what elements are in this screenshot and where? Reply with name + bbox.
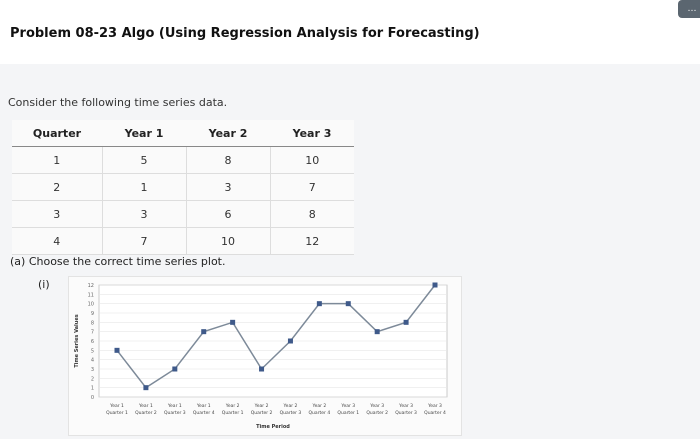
data-point — [345, 301, 351, 307]
x-tick-label-quarter: Quarter 4 — [424, 410, 446, 416]
y-tick-label: 12 — [88, 283, 94, 289]
intro-text: Consider the following time series data. — [8, 96, 228, 109]
data-point — [432, 282, 438, 288]
cell: 3 — [12, 200, 102, 228]
y-tick-label: 7 — [91, 330, 94, 336]
cell: 10 — [269, 146, 354, 174]
chart-option-i[interactable]: 0 1 2 3 4 5 6 7 8 9 10 11 12 Time Series Values Year 1… — [68, 276, 462, 436]
y-tick-label: 3 — [91, 367, 94, 373]
cell: 10 — [185, 227, 270, 255]
y-tick-label: 8 — [91, 320, 94, 326]
x-tick-label-quarter: Quarter 4 — [309, 410, 331, 416]
x-tick-label-year: Year 3 — [369, 403, 384, 409]
y-tick-label: 0 — [91, 395, 94, 401]
cell: 12 — [269, 227, 354, 255]
x-tick-label-quarter: Quarter 3 — [395, 410, 417, 416]
x-tick-label-year: Year 1 — [167, 403, 182, 409]
data-point — [201, 329, 207, 335]
cell: 8 — [185, 146, 270, 174]
cell: 7 — [269, 173, 354, 201]
x-tick-label-year: Year 2 — [283, 403, 298, 409]
x-tick-label-quarter: Quarter 1 — [337, 410, 359, 416]
y-tick-label: 5 — [91, 348, 94, 354]
y-tick-label: 1 — [91, 386, 94, 392]
cell: 8 — [269, 200, 354, 228]
cell: 2 — [12, 173, 102, 201]
header-year-2: Year 2 — [186, 120, 270, 147]
table-row: 4 7 10 12 — [12, 227, 354, 255]
series-line — [116, 284, 436, 389]
x-tick-label-quarter: Quarter 1 — [222, 410, 244, 416]
header-quarter: Quarter — [12, 120, 102, 147]
x-tick-label-quarter: Quarter 2 — [366, 410, 388, 416]
data-point — [143, 385, 149, 391]
cell: 5 — [101, 146, 186, 174]
cell: 1 — [101, 173, 186, 201]
question-part-a: (a) Choose the correct time series plot. — [10, 255, 226, 268]
x-tick-label-year: Year 3 — [340, 403, 355, 409]
x-tick-label-quarter: Quarter 2 — [135, 410, 157, 416]
x-axis-label: Time Period — [256, 424, 290, 430]
cell: 6 — [185, 200, 270, 228]
y-tick-label: 9 — [91, 311, 94, 317]
cell: 3 — [101, 200, 186, 228]
y-tick-label: 10 — [88, 302, 94, 308]
data-point — [230, 319, 236, 325]
data-point — [114, 347, 120, 353]
x-tick-label-quarter: Quarter 2 — [251, 410, 273, 416]
option-label-i[interactable]: (i) — [38, 278, 50, 291]
table-row: 1 5 8 10 — [12, 146, 354, 174]
x-tick-label-year: Year 3 — [398, 403, 413, 409]
time-series-table: Quarter Year 1 Year 2 Year 3 1 5 8 10 2 … — [12, 120, 354, 255]
table-row: 3 3 6 8 — [12, 200, 354, 228]
table-header-row: Quarter Year 1 Year 2 Year 3 — [12, 120, 354, 147]
x-tick-label-year: Year 1 — [138, 403, 153, 409]
data-point — [374, 329, 380, 335]
y-tick-label: 6 — [91, 339, 94, 345]
x-tick-label-year: Year 1 — [109, 403, 124, 409]
cell: 4 — [12, 227, 102, 255]
data-point — [287, 338, 293, 344]
table-row: 2 1 3 7 — [12, 173, 354, 201]
y-tick-label: 4 — [91, 358, 94, 364]
x-tick-label-year: Year 2 — [254, 403, 269, 409]
y-tick-label: 11 — [88, 292, 94, 298]
header-year-3: Year 3 — [270, 120, 354, 147]
y-axis-label: Time Series Values — [74, 314, 80, 367]
x-tick-label-quarter: Quarter 3 — [164, 410, 186, 416]
page-title: Problem 08-23 Algo (Using Regression Ana… — [10, 26, 480, 41]
data-point — [172, 366, 178, 372]
data-point — [403, 319, 409, 325]
cell: 7 — [101, 227, 186, 255]
corner-button[interactable]: … — [678, 0, 700, 18]
x-tick-label-year: Year 3 — [427, 403, 442, 409]
x-tick-label-year: Year 1 — [196, 403, 211, 409]
x-tick-label-year: Year 2 — [225, 403, 240, 409]
data-point — [316, 301, 322, 307]
y-tick-label: 2 — [91, 376, 94, 382]
data-point — [259, 366, 265, 372]
header-bar: Problem 08-23 Algo (Using Regression Ana… — [0, 0, 700, 65]
x-tick-label-quarter: Quarter 4 — [193, 410, 215, 416]
header-year-1: Year 1 — [102, 120, 186, 147]
x-tick-label-year: Year 2 — [311, 403, 326, 409]
x-tick-label-quarter: Quarter 1 — [106, 410, 128, 416]
x-tick-label-quarter: Quarter 3 — [280, 410, 302, 416]
cell: 1 — [12, 146, 102, 174]
cell: 3 — [185, 173, 270, 201]
